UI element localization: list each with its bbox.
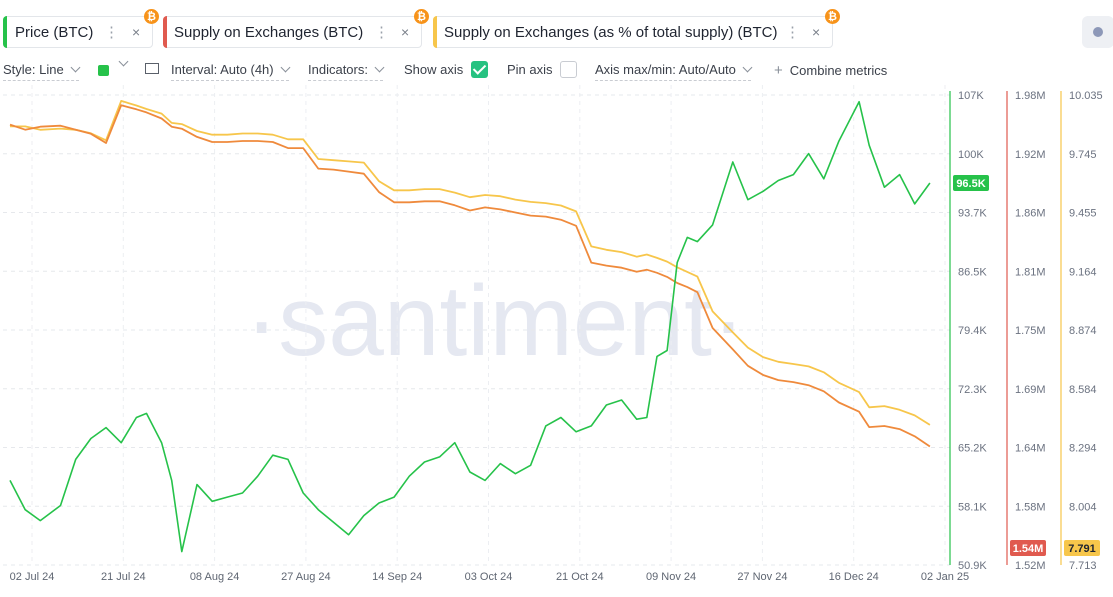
y-tick-label: 1.86M [1015, 208, 1046, 220]
y-tick-label: 1.52M [1015, 560, 1046, 572]
series-line-price [9, 100, 931, 553]
axes [949, 91, 1062, 565]
metric-tab-price[interactable]: Price (BTC) ⋮ × [3, 16, 153, 48]
pin-axis-checkbox[interactable] [560, 61, 577, 78]
current-value-label: 7.791 [1068, 543, 1096, 555]
axis-maxmin-select[interactable]: Axis max/min: Auto/Auto [595, 62, 753, 81]
metric-tab-label: Supply on Exchanges (BTC) [174, 23, 364, 41]
y-tick-label: 72.3K [958, 384, 987, 396]
interval-icon [145, 63, 159, 74]
metric-menu-icon[interactable]: ⋮ [104, 24, 119, 41]
y-tick-label: 8.584 [1069, 384, 1097, 396]
y-tick-label: 1.58M [1015, 501, 1046, 513]
current-value-badge [953, 174, 989, 191]
x-tick-label: 27 Nov 24 [737, 571, 787, 583]
interval-select[interactable]: Interval: Auto (4h) [171, 62, 291, 81]
x-tick-label: 21 Oct 24 [556, 571, 604, 583]
current-value-badge [1064, 540, 1100, 556]
y-tick-label: 9.455 [1069, 208, 1097, 220]
x-tick-label: 02 Jul 24 [10, 571, 55, 583]
plus-icon: + [774, 62, 783, 79]
bitcoin-icon: ₿ [414, 9, 429, 24]
pin-axis-label: Pin axis [507, 62, 553, 77]
x-tick-label: 21 Jul 24 [101, 571, 146, 583]
y-tick-label: 79.4K [958, 325, 987, 337]
watermark: ·santiment· [245, 265, 745, 377]
combine-metrics-button[interactable]: + Combine metrics [774, 62, 887, 79]
y-tick-label: 86.5K [958, 266, 987, 278]
y-tick-label: 50.9K [958, 560, 987, 572]
series-line-supply [9, 104, 931, 448]
y-tick-label: 8.004 [1069, 501, 1097, 513]
y-tick-label: 107K [958, 90, 984, 102]
x-tick-label: 02 Jan 25 [921, 571, 969, 583]
y-tick-label: 1.64M [1015, 443, 1046, 455]
grid [3, 85, 950, 566]
x-tick-label: 09 Nov 24 [646, 571, 696, 583]
y-tick-label: 9.164 [1069, 266, 1097, 278]
bitcoin-icon: ₿ [144, 9, 159, 24]
y-tick-label: 8.874 [1069, 325, 1097, 337]
y-tick-label: 10.035 [1069, 90, 1103, 102]
settings-button[interactable] [1082, 16, 1113, 48]
axis-maxmin-label: Axis max/min: Auto/Auto [595, 62, 736, 77]
y-tick-label: 1.75M [1015, 325, 1046, 337]
series-lines [9, 100, 931, 553]
axis-labels: 02 Jul 24 21 Jul 24 08 Aug 24 27 Aug 24 14 S… [10, 90, 1103, 583]
indicators-label: Indicators: [308, 62, 368, 77]
close-icon[interactable]: × [401, 24, 410, 40]
y-tick-label: 1.98M [1015, 90, 1046, 102]
y-tick-label: 7.713 [1069, 560, 1097, 572]
metric-tab-label: Price (BTC) [15, 23, 94, 41]
dot-icon [1093, 27, 1103, 37]
x-tick-label: 27 Aug 24 [281, 571, 331, 583]
close-icon[interactable]: × [812, 24, 821, 40]
style-label: Style: Line [3, 62, 64, 77]
metric-color-bar [3, 16, 7, 48]
y-tick-label: 58.1K [958, 501, 987, 513]
show-axis-label: Show axis [404, 62, 464, 77]
y-tick-label: 65.2K [958, 443, 987, 455]
metric-color-bar [433, 16, 437, 48]
x-tick-label: 03 Oct 24 [465, 571, 513, 583]
close-icon[interactable]: × [132, 24, 141, 40]
metric-tab-supply[interactable]: Supply on Exchanges (BTC) ⋮ × [163, 16, 422, 48]
current-value-label: 1.54M [1013, 543, 1044, 555]
y-tick-label: 93.7K [958, 208, 987, 220]
metric-color-bar [163, 16, 167, 48]
style-select[interactable]: Style: Line [3, 62, 81, 81]
color-swatch[interactable] [98, 65, 109, 76]
interval-label: Interval: Auto (4h) [171, 62, 274, 77]
current-value-badge [1010, 540, 1046, 556]
y-tick-label: 1.69M [1015, 384, 1046, 396]
current-value-label: 96.5K [956, 178, 985, 190]
y-tick-label: 8.294 [1069, 443, 1097, 455]
y-tick-label: 1.92M [1015, 149, 1046, 161]
combine-metrics-label: Combine metrics [789, 63, 888, 78]
x-tick-label: 16 Dec 24 [829, 571, 879, 583]
bitcoin-icon: ₿ [825, 9, 840, 24]
x-tick-label: 08 Aug 24 [190, 571, 240, 583]
series-line-pct [10, 100, 931, 426]
indicators-select[interactable]: Indicators: [308, 62, 385, 81]
metric-menu-icon[interactable]: ⋮ [785, 24, 800, 41]
y-tick-label: 1.81M [1015, 266, 1046, 278]
y-tick-label: 100K [958, 149, 984, 161]
metric-menu-icon[interactable]: ⋮ [374, 24, 389, 41]
metric-tab-supply-pct[interactable]: Supply on Exchanges (as % of total suppl… [433, 16, 833, 48]
metric-tab-label: Supply on Exchanges (as % of total suppl… [444, 23, 778, 41]
y-tick-label: 9.745 [1069, 149, 1097, 161]
show-axis-checkbox[interactable] [471, 61, 488, 78]
x-tick-label: 14 Sep 24 [372, 571, 422, 583]
